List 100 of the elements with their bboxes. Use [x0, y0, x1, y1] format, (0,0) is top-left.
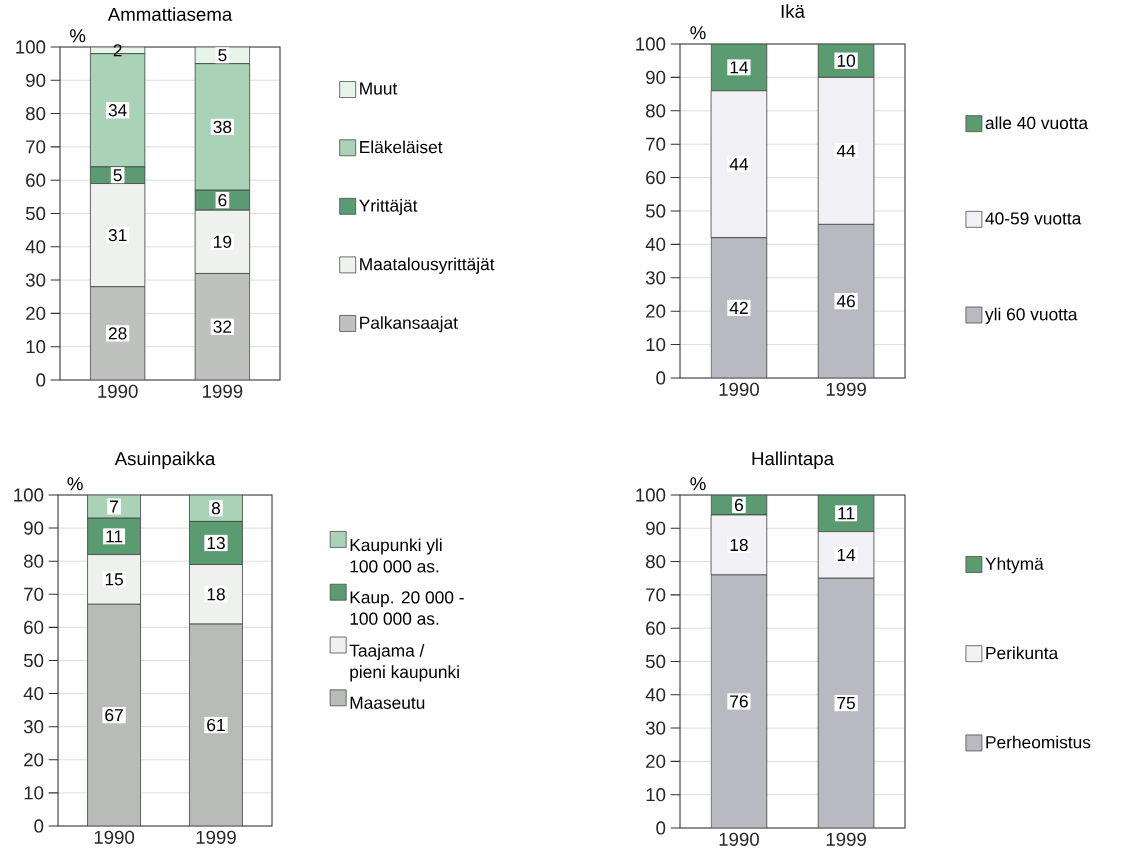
- data-label: 18: [207, 588, 225, 601]
- legend-label: Yhtymä: [985, 557, 1044, 574]
- legend-label: Kaup. 20 000 - 100 000 as.: [350, 591, 464, 625]
- y-tick-label: 90: [26, 73, 46, 87]
- y-tick-label: 80: [26, 106, 46, 121]
- data-label: 5: [218, 49, 227, 62]
- y-tick-label: 70: [646, 137, 666, 151]
- data-label: 14: [730, 61, 749, 74]
- y-tick-label: 50: [23, 653, 44, 668]
- y-tick-label: 0: [34, 819, 44, 833]
- y-tick-label: 70: [24, 587, 44, 601]
- data-label: 7: [110, 500, 118, 513]
- data-label: 13: [207, 536, 225, 550]
- y-tick-label: 60: [646, 621, 666, 635]
- bar: [710, 43, 768, 92]
- legend-label: alle 40 vuotta: [985, 116, 1089, 130]
- x-tick-label: 1999: [203, 384, 243, 398]
- data-label: 6: [734, 498, 743, 512]
- y-axis-title: %: [690, 477, 706, 491]
- y-tick-label: 30: [645, 271, 666, 285]
- y-axis-title: %: [690, 26, 706, 40]
- data-label: 5: [113, 169, 122, 182]
- chart-title: Ikä: [781, 4, 805, 18]
- data-label: 11: [106, 530, 123, 543]
- legend-label: Kaupunki yli 100 000 as.: [350, 538, 442, 573]
- legend-label: Perheomistus: [986, 735, 1091, 749]
- data-label: 38: [213, 120, 232, 134]
- y-tick-label: 60: [646, 170, 666, 185]
- x-tick-label: 1990: [719, 382, 759, 396]
- data-label: 46: [836, 295, 855, 308]
- y-tick-label: 60: [26, 173, 46, 187]
- y-tick-label: 40: [23, 686, 44, 701]
- legend-label: Maaseutu: [350, 696, 425, 709]
- y-tick-label: 20: [646, 304, 666, 318]
- y-axis-title: %: [69, 29, 86, 43]
- legend-label: Eläkeläiset: [360, 140, 443, 154]
- y-tick-label: 10: [26, 340, 46, 354]
- y-tick-label: 0: [656, 821, 666, 835]
- x-tick-label: 1990: [94, 830, 135, 844]
- y-tick-label: 0: [656, 371, 666, 385]
- data-label: 34: [108, 104, 127, 117]
- data-label: 44: [836, 144, 856, 157]
- legend-label: Palkansaajat: [360, 316, 458, 333]
- y-tick-label: 10: [646, 788, 666, 802]
- x-tick-label: 1990: [98, 384, 138, 398]
- data-label: 75: [837, 697, 855, 710]
- data-label: 42: [729, 301, 748, 314]
- y-tick-label: 60: [24, 620, 44, 634]
- y-tick-label: 90: [24, 521, 44, 535]
- data-label: 8: [211, 502, 221, 515]
- y-tick-label: 0: [36, 373, 46, 387]
- y-tick-label: 50: [645, 654, 666, 669]
- y-tick-label: 40: [645, 237, 666, 251]
- y-tick-label: 30: [645, 721, 666, 735]
- data-label: 44: [729, 158, 749, 171]
- y-tick-label: 100: [636, 37, 666, 51]
- data-label: 28: [108, 327, 127, 340]
- y-tick-label: 10: [646, 337, 666, 352]
- y-tick-label: 80: [646, 554, 666, 569]
- x-tick-label: 1999: [196, 830, 236, 844]
- y-tick-label: 20: [26, 306, 46, 320]
- data-label: 6: [218, 194, 227, 207]
- y-tick-label: 90: [646, 521, 666, 535]
- y-tick-label: 50: [25, 206, 46, 221]
- y-tick-label: 100: [636, 488, 666, 502]
- y-tick-label: 30: [23, 720, 44, 734]
- data-label: 31: [108, 228, 127, 242]
- data-label: 32: [213, 320, 232, 333]
- data-label: 67: [105, 708, 123, 722]
- data-label: 61: [207, 718, 225, 732]
- data-label: 10: [837, 54, 856, 67]
- data-label: 19: [214, 235, 232, 248]
- y-tick-label: 100: [16, 40, 46, 54]
- data-label: 18: [730, 538, 748, 552]
- y-tick-label: 70: [26, 140, 46, 154]
- y-tick-label: 20: [24, 753, 44, 767]
- chart-title: Hallintapa: [752, 451, 834, 469]
- x-tick-label: 1999: [826, 832, 866, 846]
- legend-label: Maatalousyrittäjät: [360, 257, 495, 274]
- y-tick-label: 40: [645, 688, 666, 702]
- legend-label: Yrittäjät: [359, 199, 418, 216]
- y-tick-label: 90: [646, 70, 666, 84]
- legend-label: Taajama / pieni kaupunki: [349, 644, 459, 682]
- y-tick-label: 80: [646, 104, 666, 118]
- chart-title: Asuinpaikka: [114, 451, 216, 469]
- y-tick-label: 40: [25, 240, 46, 254]
- y-tick-label: 100: [14, 488, 44, 502]
- x-tick-label: 1990: [719, 832, 759, 846]
- legend-label: Perikunta: [986, 646, 1059, 660]
- y-tick-label: 50: [645, 204, 666, 218]
- data-label: 15: [105, 573, 123, 586]
- x-tick-label: 1999: [826, 382, 866, 396]
- y-tick-label: 20: [646, 754, 666, 768]
- y-tick-label: 10: [24, 786, 44, 800]
- data-label: 11: [838, 507, 855, 520]
- data-label: 76: [730, 695, 748, 708]
- data-label: 14: [837, 548, 856, 561]
- chart-title: Ammattiasema: [107, 7, 233, 21]
- y-tick-label: 70: [646, 588, 666, 602]
- legend-label: 40-59 vuotta: [985, 212, 1082, 225]
